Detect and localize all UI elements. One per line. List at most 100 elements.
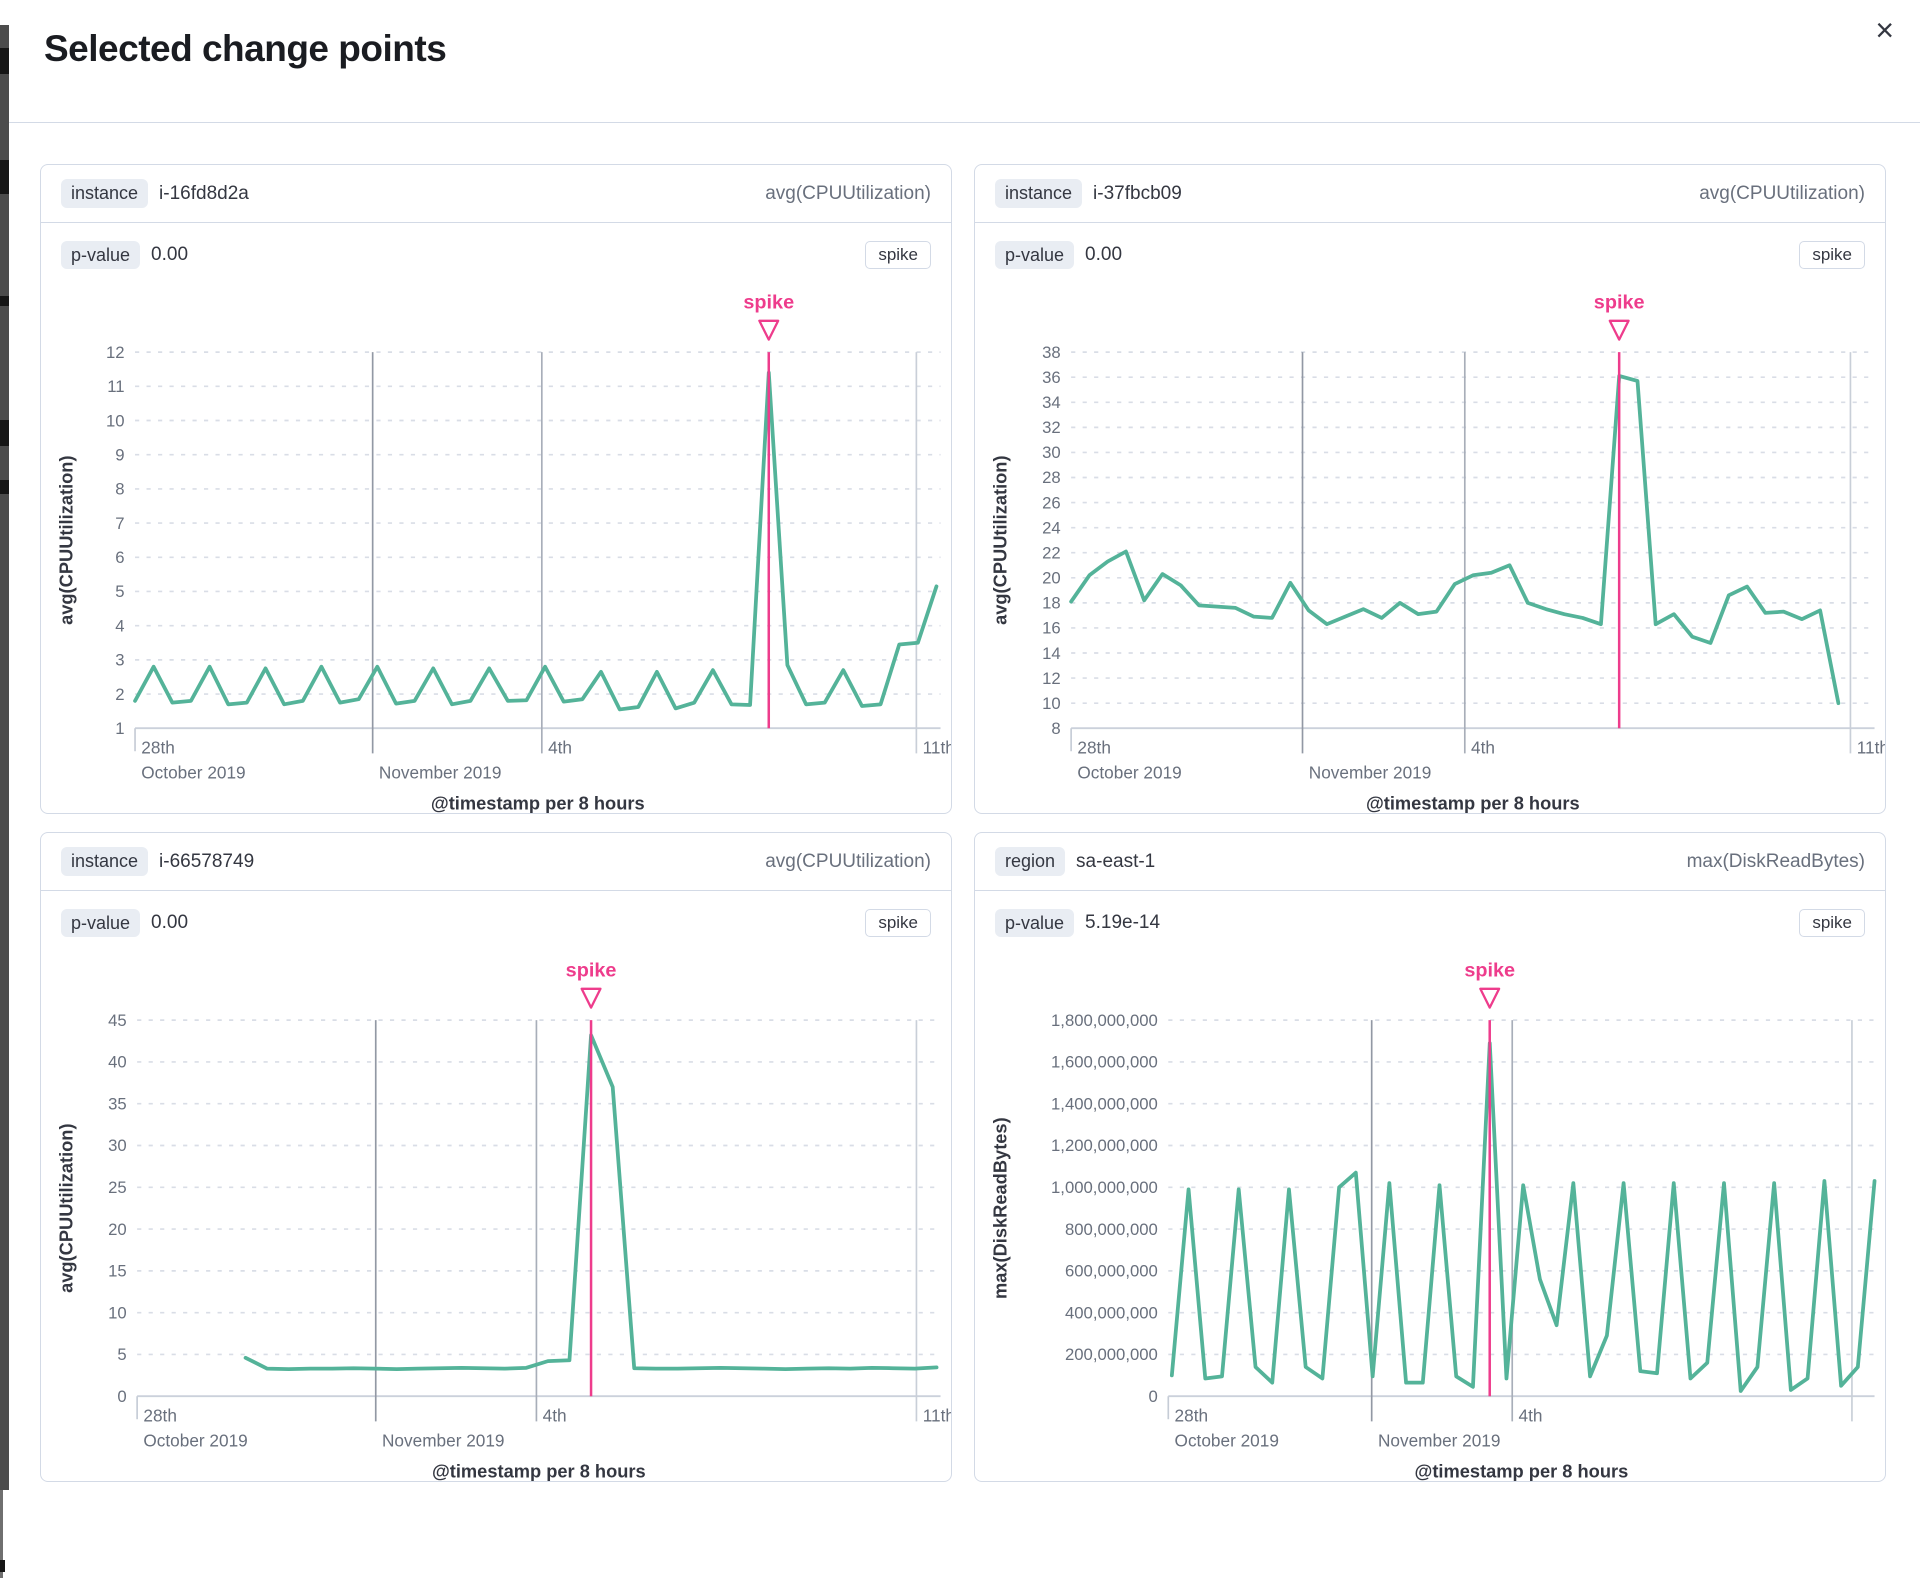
svg-text:400,000,000: 400,000,000 bbox=[1065, 1303, 1158, 1322]
svg-text:22: 22 bbox=[1042, 543, 1061, 562]
svg-text:3: 3 bbox=[115, 651, 124, 670]
change-type-button[interactable]: spike bbox=[865, 909, 931, 937]
svg-text:11th: 11th bbox=[1857, 737, 1885, 757]
change-point-panel: instance i-16fd8d2a avg(CPUUtilization) … bbox=[40, 164, 952, 814]
svg-text:@timestamp per 8 hours: @timestamp per 8 hours bbox=[432, 1461, 646, 1482]
field-value: i-16fd8d2a bbox=[159, 182, 249, 204]
svg-text:11th: 11th bbox=[923, 1405, 951, 1425]
svg-text:20: 20 bbox=[108, 1220, 127, 1239]
svg-text:11th: 11th bbox=[923, 737, 951, 757]
svg-text:8: 8 bbox=[1051, 719, 1060, 738]
panel-header: instance i-66578749 avg(CPUUtilization) bbox=[41, 833, 951, 891]
p-value-row: p-value 0.00 spike bbox=[41, 223, 951, 273]
svg-text:4th: 4th bbox=[543, 1405, 567, 1425]
metric-label: avg(CPUUtilization) bbox=[1699, 182, 1865, 204]
p-value-badge: p-value bbox=[995, 908, 1075, 938]
svg-text:25: 25 bbox=[108, 1178, 127, 1197]
p-value: 0.00 bbox=[1085, 244, 1123, 265]
svg-text:November 2019: November 2019 bbox=[382, 1430, 505, 1450]
svg-text:45: 45 bbox=[108, 1011, 127, 1030]
svg-text:9: 9 bbox=[115, 445, 124, 464]
change-point-panel: instance i-66578749 avg(CPUUtilization) … bbox=[40, 832, 952, 1482]
svg-text:200,000,000: 200,000,000 bbox=[1065, 1345, 1158, 1364]
svg-text:28th: 28th bbox=[1175, 1405, 1209, 1425]
svg-text:10: 10 bbox=[106, 411, 125, 430]
svg-text:4th: 4th bbox=[1471, 737, 1495, 757]
background-page-edge bbox=[0, 1490, 3, 1578]
p-value-row: p-value 0.00 spike bbox=[41, 891, 951, 941]
background-glyph bbox=[0, 480, 9, 494]
p-value-badge: p-value bbox=[61, 908, 141, 938]
change-point-chart: 8 10 12 14 16 18 20 22 24 26 28 30 32 34 36 38 28th Octob… bbox=[989, 291, 1885, 814]
svg-text:10: 10 bbox=[1042, 694, 1061, 713]
svg-text:0: 0 bbox=[1149, 1387, 1158, 1406]
background-glyph bbox=[0, 296, 9, 306]
change-point-panel: instance i-37fbcb09 avg(CPUUtilization) … bbox=[974, 164, 1886, 814]
change-point-chart: 0 200,000,000 400,000,000 600,000,000 800,00… bbox=[989, 959, 1877, 1481]
p-value: 5.19e-14 bbox=[1085, 912, 1161, 933]
svg-text:7: 7 bbox=[115, 514, 124, 533]
change-type-button[interactable]: spike bbox=[1799, 241, 1865, 269]
p-value-row: p-value 5.19e-14 spike bbox=[975, 891, 1885, 941]
svg-text:spike: spike bbox=[1464, 959, 1515, 981]
svg-text:28th: 28th bbox=[141, 737, 175, 757]
page-title: Selected change points bbox=[44, 28, 447, 69]
svg-text:spike: spike bbox=[1594, 291, 1645, 313]
svg-text:40: 40 bbox=[108, 1053, 127, 1072]
p-value-badge: p-value bbox=[995, 240, 1075, 270]
svg-text:November 2019: November 2019 bbox=[1309, 762, 1432, 782]
background-page-edge bbox=[0, 25, 9, 1490]
svg-text:spike: spike bbox=[566, 959, 617, 981]
close-icon[interactable]: × bbox=[1871, 10, 1898, 50]
svg-text:1,600,000,000: 1,600,000,000 bbox=[1051, 1053, 1158, 1072]
svg-text:@timestamp per 8 hours: @timestamp per 8 hours bbox=[431, 793, 645, 814]
svg-text:5: 5 bbox=[115, 582, 124, 601]
change-point-chart: 0 5 10 15 20 25 30 35 40 45 28th October 2019 Novemb… bbox=[55, 959, 951, 1482]
change-points-modal: Selected change points × instance i-16fd… bbox=[9, 0, 1920, 1578]
svg-text:4th: 4th bbox=[548, 737, 572, 757]
svg-text:4: 4 bbox=[115, 616, 124, 635]
field-name-badge: instance bbox=[995, 179, 1083, 208]
svg-text:14: 14 bbox=[1042, 644, 1061, 663]
svg-text:0: 0 bbox=[117, 1387, 126, 1406]
svg-text:@timestamp per 8 hours: @timestamp per 8 hours bbox=[1366, 793, 1580, 814]
svg-text:38: 38 bbox=[1042, 343, 1061, 362]
svg-text:October 2019: October 2019 bbox=[141, 762, 245, 782]
background-glyph bbox=[0, 1560, 5, 1572]
svg-text:36: 36 bbox=[1042, 368, 1061, 387]
svg-text:18: 18 bbox=[1042, 594, 1061, 613]
background-glyph bbox=[0, 420, 9, 446]
svg-text:10: 10 bbox=[108, 1303, 127, 1322]
panel-header: instance i-16fd8d2a avg(CPUUtilization) bbox=[41, 165, 951, 223]
svg-text:26: 26 bbox=[1042, 493, 1061, 512]
change-type-button[interactable]: spike bbox=[865, 241, 931, 269]
p-value: 0.00 bbox=[151, 912, 189, 933]
svg-text:34: 34 bbox=[1042, 393, 1061, 412]
svg-text:20: 20 bbox=[1042, 569, 1061, 588]
metric-label: avg(CPUUtilization) bbox=[765, 850, 931, 872]
svg-text:5: 5 bbox=[117, 1345, 126, 1364]
svg-text:4th: 4th bbox=[1519, 1405, 1543, 1425]
svg-text:1,200,000,000: 1,200,000,000 bbox=[1051, 1136, 1158, 1155]
svg-text:800,000,000: 800,000,000 bbox=[1065, 1220, 1158, 1239]
svg-text:1,400,000,000: 1,400,000,000 bbox=[1051, 1094, 1158, 1113]
field-value: i-66578749 bbox=[159, 850, 255, 872]
svg-text:600,000,000: 600,000,000 bbox=[1065, 1262, 1158, 1281]
panel-header: region sa-east-1 max(DiskReadBytes) bbox=[975, 833, 1885, 891]
field-name-badge: instance bbox=[61, 847, 149, 876]
metric-label: avg(CPUUtilization) bbox=[765, 182, 931, 204]
change-type-button[interactable]: spike bbox=[1799, 909, 1865, 937]
svg-text:October 2019: October 2019 bbox=[143, 1430, 247, 1450]
svg-text:12: 12 bbox=[106, 343, 125, 362]
background-glyph bbox=[0, 48, 9, 74]
svg-text:15: 15 bbox=[108, 1262, 127, 1281]
svg-text:6: 6 bbox=[115, 548, 124, 567]
background-glyph bbox=[0, 160, 9, 194]
svg-text:28th: 28th bbox=[1077, 737, 1111, 757]
svg-text:avg(CPUUtilization): avg(CPUUtilization) bbox=[55, 455, 76, 624]
change-points-grid: instance i-16fd8d2a avg(CPUUtilization) … bbox=[40, 164, 1886, 1482]
svg-text:16: 16 bbox=[1042, 619, 1061, 638]
p-value: 0.00 bbox=[151, 244, 189, 265]
svg-text:2: 2 bbox=[115, 685, 124, 704]
